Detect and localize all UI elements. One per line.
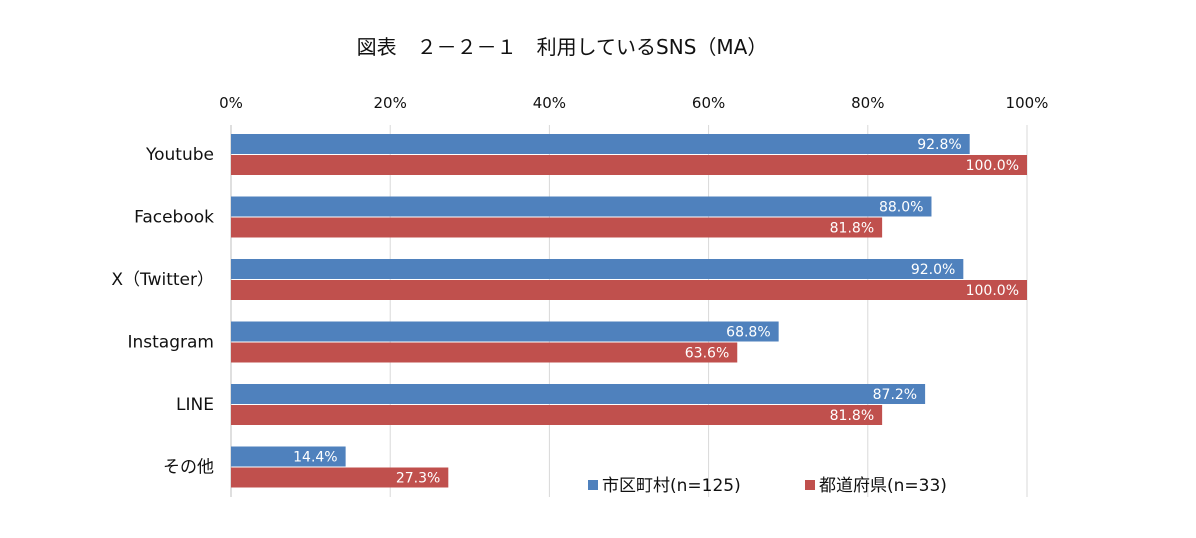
bar xyxy=(231,259,964,279)
x-axis-ticks: 0% 20% 40% 60% 80% 100% xyxy=(219,94,1048,112)
x-tick-label: 100% xyxy=(1006,94,1049,112)
bar xyxy=(231,155,1027,175)
category-label: その他 xyxy=(163,458,214,478)
data-label: 87.2% xyxy=(873,387,917,403)
data-label: 92.0% xyxy=(911,262,955,278)
bar xyxy=(231,134,970,154)
bar xyxy=(231,321,779,342)
bar xyxy=(231,217,883,238)
bars: 92.8% 100.0% 88.0% 81.8% 92.0% 100.0% 68.8% 63.… xyxy=(231,134,1027,488)
data-label: 88.0% xyxy=(879,200,923,216)
legend: 市区町村(n=125) 都道府県(n=33) xyxy=(588,476,947,496)
gridlines xyxy=(230,125,1028,497)
category-label: Youtube xyxy=(145,145,214,165)
data-label: 92.8% xyxy=(917,137,961,153)
bar xyxy=(231,405,883,425)
x-tick-label: 0% xyxy=(219,94,243,112)
category-label: Facebook xyxy=(134,208,214,228)
x-tick-label: 20% xyxy=(374,94,407,112)
bar xyxy=(231,384,926,404)
legend-swatch xyxy=(805,480,815,490)
x-tick-label: 40% xyxy=(533,94,566,112)
data-label: 68.8% xyxy=(726,325,770,341)
x-tick-label: 60% xyxy=(692,94,725,112)
bar xyxy=(231,196,932,217)
legend-swatch xyxy=(588,480,598,490)
data-label: 14.4% xyxy=(293,450,337,466)
data-label: 81.8% xyxy=(830,221,874,237)
legend-label: 都道府県(n=33) xyxy=(819,476,947,496)
category-labels: Youtube Facebook X（Twitter） Instagram LINE その… xyxy=(111,145,214,478)
bar xyxy=(231,342,738,363)
data-label: 100.0% xyxy=(966,158,1019,174)
data-label: 63.6% xyxy=(685,346,729,362)
x-tick-label: 80% xyxy=(851,94,884,112)
category-label: X（Twitter） xyxy=(111,270,214,290)
data-label: 81.8% xyxy=(830,408,874,424)
data-label: 27.3% xyxy=(396,471,440,487)
category-label: Instagram xyxy=(128,333,215,353)
data-label: 100.0% xyxy=(966,283,1019,299)
category-label: LINE xyxy=(176,395,214,415)
chart-title: 図表 ２－２－１ 利用しているSNS（MA） xyxy=(357,35,768,59)
bar xyxy=(231,467,449,488)
legend-label: 市区町村(n=125) xyxy=(602,476,741,496)
bar xyxy=(231,280,1027,300)
bar xyxy=(231,446,346,467)
